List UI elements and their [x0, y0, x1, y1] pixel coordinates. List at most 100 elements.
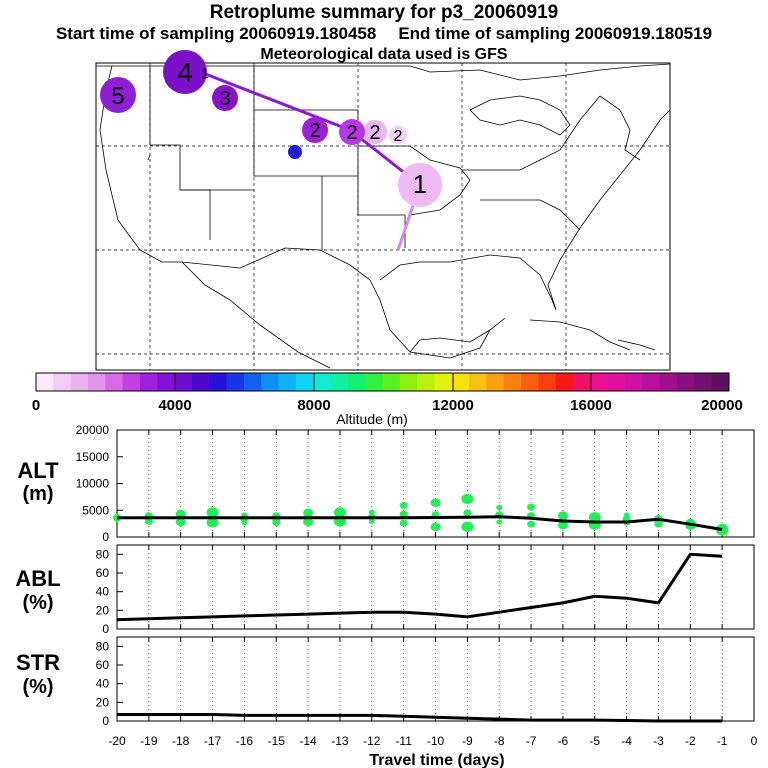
- chart-title: Retroplume summary for p3_20060919: [209, 2, 559, 23]
- abl-unit-label: (%): [22, 592, 53, 614]
- y-tick-label: 20: [96, 603, 110, 617]
- colorbar-swatch: [174, 373, 193, 391]
- y-tick-label: 80: [96, 547, 110, 561]
- colorbar-swatch: [642, 373, 661, 391]
- x-axis-label: Travel time (days): [369, 752, 504, 768]
- colorbar-swatch: [694, 373, 713, 391]
- colorbar-swatch: [347, 373, 366, 391]
- str-unit-label: (%): [22, 676, 53, 698]
- colorbar-swatch: [399, 373, 418, 391]
- colorbar-swatch: [434, 373, 453, 391]
- altitude-point: [461, 493, 474, 505]
- abl-line: [116, 552, 723, 622]
- y-tick-label: 5000: [82, 503, 109, 517]
- plume-marker: [302, 117, 328, 143]
- x-tick-label: -5: [589, 734, 600, 748]
- colorbar-tick: 0: [32, 397, 40, 414]
- colorbar-swatch: [555, 373, 574, 391]
- colorbar-tick: 8000: [297, 397, 330, 414]
- colorbar-tick: 4000: [158, 397, 191, 414]
- colorbar-swatch: [417, 373, 435, 391]
- colorbar-swatch: [469, 373, 487, 391]
- plume-marker: [389, 126, 407, 144]
- colorbar-swatch: [677, 373, 695, 391]
- x-tick-label: -18: [172, 734, 190, 748]
- colorbar-swatch: [486, 373, 505, 391]
- colorbar-swatch: [659, 373, 678, 391]
- colorbar-swatch: [209, 373, 227, 391]
- y-tick-label: 0: [102, 622, 109, 636]
- colorbar-swatch: [382, 373, 401, 391]
- plume-label: 2: [369, 122, 380, 144]
- colorbar-swatch: [191, 373, 210, 391]
- altitude-mean-line: [117, 515, 723, 531]
- x-tick-label: -6: [558, 734, 569, 748]
- str-line: [117, 713, 723, 723]
- x-tick-label: -15: [268, 734, 286, 748]
- alt-panel-label: ALT: [17, 458, 59, 483]
- colorbar-swatch: [226, 373, 245, 391]
- x-tick-label: -8: [494, 734, 505, 748]
- colorbar-swatch: [711, 373, 730, 391]
- colorbar-swatch: [261, 373, 279, 391]
- colorbar-swatch: [607, 373, 626, 391]
- x-tick-label: -12: [363, 734, 381, 748]
- altitude-point: [430, 498, 441, 508]
- colorbar-swatch: [70, 373, 89, 391]
- x-tick-label: -1: [717, 734, 728, 748]
- colorbar-swatch: [313, 373, 331, 391]
- plume-label: 5: [111, 83, 124, 110]
- x-tick-label: -20: [108, 734, 126, 748]
- map-borders: [96, 63, 671, 369]
- start-time-label: Start time of sampling 20060919.180458: [55, 24, 377, 43]
- x-tick-label: -9: [462, 734, 473, 748]
- colorbar-tick: 16000: [570, 397, 612, 414]
- y-tick-label: 40: [96, 585, 110, 599]
- plume-marker: [212, 85, 238, 111]
- altitude-point: [461, 521, 474, 532]
- colorbar-swatch: [139, 373, 158, 391]
- x-tick-label: -2: [685, 734, 696, 748]
- altitude-point: [430, 522, 441, 532]
- colorbar-swatch: [503, 373, 522, 391]
- x-tick-label: 0: [751, 734, 758, 748]
- end-time-label: End time of sampling 20060919.180519: [398, 24, 713, 43]
- colorbar-tick: 12000: [432, 397, 474, 414]
- altitude-point: [399, 519, 408, 527]
- y-tick-label: 20: [96, 695, 110, 709]
- str-panel-label: STR: [16, 650, 60, 675]
- y-tick-label: 0: [102, 714, 109, 728]
- plume-labels: 1 2 2 2 2 3 4 5 1: [111, 57, 427, 199]
- altitude-point: [399, 510, 408, 518]
- colorbar-swatch: [590, 373, 609, 391]
- plume-marker: [339, 119, 365, 145]
- altitude-point: [206, 507, 219, 518]
- x-tick-label: -19: [140, 734, 158, 748]
- x-tick-label: -14: [299, 734, 317, 748]
- altitude-point: [496, 505, 503, 511]
- y-tick-label: 80: [96, 639, 110, 653]
- colorbar-swatch: [243, 373, 262, 391]
- colorbar-swatch: [278, 373, 297, 391]
- altitude-point: [206, 517, 219, 528]
- colorbar-swatch: [330, 373, 349, 391]
- plume-label: 2: [309, 120, 320, 142]
- x-tick-label: -17: [204, 734, 222, 748]
- colorbar-swatch: [451, 373, 470, 391]
- colorbar-swatch: [521, 373, 539, 391]
- plume-markers: [100, 50, 442, 207]
- colorbar-swatch: [365, 373, 383, 391]
- plume-label: 4: [177, 57, 193, 88]
- alt-unit-label: (m): [22, 483, 53, 505]
- map-frame: [95, 62, 671, 371]
- y-tick-label: 20000: [76, 423, 110, 437]
- plume-marker: [163, 50, 207, 94]
- y-tick-label: 10000: [76, 477, 110, 491]
- colorbar-swatch: [53, 373, 72, 391]
- plume-marker: [398, 163, 442, 207]
- colorbar-swatch: [87, 373, 106, 391]
- colorbar-swatch: [573, 373, 591, 391]
- y-tick-label: 40: [96, 677, 110, 691]
- time-series-panels: 20000 15000 10000 5000 0 80 60 40 20 0 80 60 40 20 0 -2…: [76, 423, 758, 748]
- plume-label: 3: [219, 88, 230, 110]
